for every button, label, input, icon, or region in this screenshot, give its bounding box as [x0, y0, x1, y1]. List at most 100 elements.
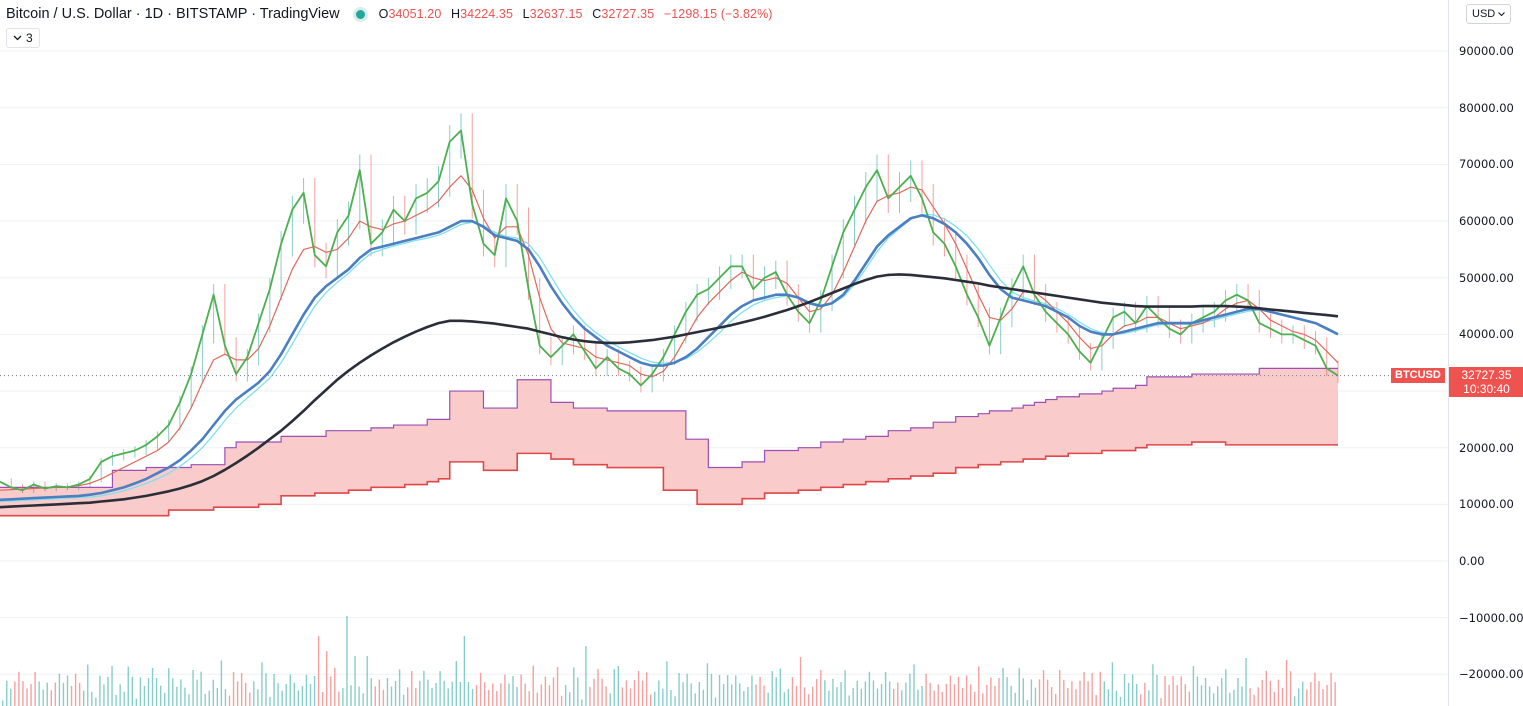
volume-bar	[95, 697, 97, 706]
volume-bar	[455, 661, 457, 706]
volume-bar	[573, 667, 575, 706]
volume-bar	[1245, 658, 1247, 706]
volume-bar	[83, 690, 85, 706]
volume-bar	[492, 683, 494, 706]
volume-bar	[488, 690, 490, 706]
volume-bar	[605, 686, 607, 706]
volume-bar	[1010, 685, 1012, 706]
volume-bar	[816, 679, 818, 706]
volume-bar	[317, 636, 320, 706]
volume-bar	[411, 671, 413, 706]
volume-bar	[1042, 670, 1045, 706]
volume-bar	[1034, 687, 1037, 706]
volume-bar	[216, 688, 219, 706]
volume-bar	[386, 678, 389, 706]
volume-bar	[1253, 694, 1255, 706]
volume-bar	[650, 694, 652, 706]
volume-bar	[965, 675, 968, 706]
series-lower-band	[0, 441, 1338, 517]
volume-bar	[257, 689, 259, 706]
volume-bar	[735, 675, 737, 706]
currency-label: USD	[1472, 8, 1496, 20]
volume-bar	[1225, 669, 1227, 706]
volume-bar	[1071, 681, 1073, 706]
series-upper-band	[0, 367, 1338, 488]
high-label: H	[450, 7, 461, 21]
volume-bar	[1269, 680, 1272, 706]
volume-bar	[269, 696, 271, 706]
volume-bar	[957, 676, 960, 706]
volume-bar	[629, 688, 632, 706]
volume-bar	[791, 677, 794, 706]
close-label: C	[592, 7, 602, 21]
axis-tick-label: 90000.00	[1459, 44, 1514, 59]
volume-bar	[50, 690, 52, 706]
volume-bar	[236, 681, 239, 706]
volume-bar	[1229, 692, 1231, 706]
volume-bar	[556, 667, 559, 706]
volume-bar	[1188, 691, 1191, 706]
volume-bar	[528, 691, 530, 706]
volume-bar	[1115, 690, 1118, 706]
volume-bar	[953, 684, 956, 706]
volume-bar	[524, 683, 526, 706]
volume-bar	[540, 684, 543, 706]
volume-bar	[398, 669, 401, 706]
volume-bar	[362, 693, 364, 706]
volume-bar	[585, 646, 587, 706]
volume-bar	[783, 692, 786, 706]
volume-bar	[1030, 679, 1033, 706]
volume-bar	[949, 675, 952, 706]
symbol-title[interactable]: Bitcoin / U.S. Dollar · 1D · BITSTAMP · …	[6, 6, 340, 22]
volume-bar	[670, 690, 672, 706]
volume-bar	[447, 688, 449, 706]
volume-bar	[1014, 692, 1016, 706]
volume-bar	[836, 687, 838, 706]
last-price-value: 32727.35	[1461, 368, 1512, 382]
volume-bar	[228, 695, 231, 706]
volume-bar	[277, 683, 279, 706]
volume-bar	[613, 669, 615, 706]
volume-bar	[698, 682, 700, 706]
volume-bar	[893, 688, 895, 706]
volume-bar	[1221, 678, 1223, 706]
volume-bar	[1192, 666, 1195, 706]
volume-bar	[139, 677, 142, 706]
volume-bar	[641, 680, 644, 706]
volume-bar	[933, 690, 935, 706]
volume-bar	[451, 681, 453, 706]
volume-bar	[305, 674, 308, 706]
market-status-dot-icon[interactable]	[355, 9, 365, 19]
chevron-down-icon	[1498, 11, 1506, 16]
price-axis[interactable]: USD 90000.00 80000.00 70000.00 60000.00 5000…	[1448, 0, 1523, 706]
volume-bar	[658, 680, 660, 706]
volume-bar	[714, 697, 717, 706]
volume-bar	[402, 694, 405, 706]
chart-canvas[interactable]	[0, 0, 1448, 706]
volume-bar	[1330, 672, 1332, 706]
volume-bar	[807, 694, 810, 706]
volume-bar	[1281, 687, 1284, 706]
volume-bar	[326, 651, 328, 706]
currency-select[interactable]: USD	[1466, 4, 1512, 24]
volume-bar	[334, 667, 336, 706]
volume-bar	[1022, 678, 1024, 706]
volume-bar	[840, 682, 842, 706]
chart-pane[interactable]: Bitcoin / U.S. Dollar · 1D · BITSTAMP · …	[0, 0, 1448, 706]
volume-bar	[1006, 677, 1008, 706]
volume-bar	[589, 686, 591, 706]
indicators-collapse-button[interactable]: 3	[6, 28, 40, 48]
volume-bar	[913, 664, 915, 706]
volume-bar	[864, 681, 867, 706]
axis-tick-label: 10000.00	[1459, 497, 1514, 512]
volume-bar	[1184, 684, 1186, 706]
volume-bar	[1306, 689, 1308, 706]
volume-bar	[625, 680, 628, 706]
volume-bar	[253, 681, 255, 706]
volume-bar	[22, 681, 24, 706]
chevron-down-icon	[13, 35, 22, 41]
volume-bar	[176, 686, 178, 706]
volume-bar	[273, 674, 275, 706]
volume-bar	[184, 687, 186, 706]
volume-bar	[994, 686, 996, 706]
